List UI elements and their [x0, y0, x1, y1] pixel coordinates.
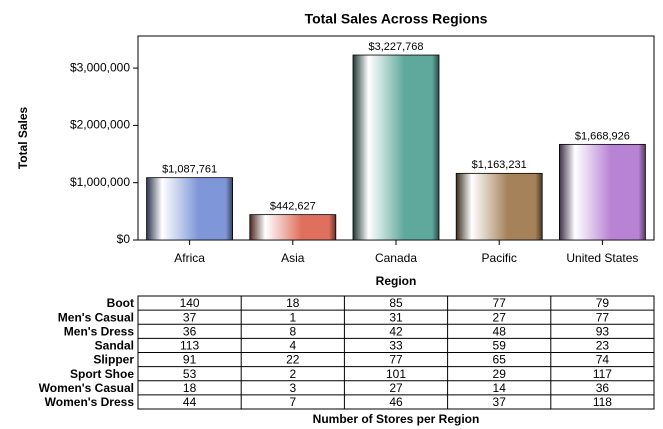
- table-cell: 85: [389, 296, 403, 310]
- table-cell: 14: [493, 381, 507, 395]
- table-row-label: Men's Dress: [64, 324, 135, 338]
- table-cell: 36: [183, 324, 197, 338]
- table-cell: 74: [596, 353, 610, 367]
- table-cell: 48: [493, 324, 507, 338]
- table-row-label: Sandal: [95, 339, 134, 353]
- table-row-label: Women's Casual: [39, 381, 134, 395]
- bar: [559, 143, 646, 241]
- table-cell: 27: [389, 381, 403, 395]
- value-label: $1,163,231: [472, 159, 527, 171]
- table-cell: 29: [493, 367, 507, 381]
- value-label: $1,668,926: [575, 130, 630, 142]
- table-cell: 79: [596, 296, 610, 310]
- table-cell: 65: [493, 353, 507, 367]
- table-cell: 18: [286, 296, 300, 310]
- bar: [249, 214, 337, 241]
- x-axis-label: Region: [376, 274, 417, 288]
- table-cell: 46: [389, 395, 403, 409]
- y-tick-label: $3,000,000: [70, 60, 130, 74]
- bar: [146, 177, 234, 241]
- table-row-label: Women's Dress: [45, 395, 135, 409]
- table-cell: 1: [289, 310, 296, 324]
- table-cell: 3: [289, 381, 296, 395]
- table-cell: 8: [289, 324, 296, 338]
- chart-title: Total Sales Across Regions: [305, 11, 488, 27]
- value-label: $3,227,768: [368, 41, 423, 53]
- table-cell: 33: [389, 339, 403, 353]
- table-cell: 140: [180, 296, 200, 310]
- table-cell: 22: [286, 353, 300, 367]
- table-cell: 37: [493, 395, 507, 409]
- value-label: $442,627: [270, 201, 316, 213]
- y-axis-label: Total Sales: [16, 106, 30, 169]
- table-cell: 93: [596, 324, 610, 338]
- bar: [455, 172, 543, 241]
- y-tick-label: $1,000,000: [70, 175, 130, 189]
- table-cell: 2: [289, 367, 296, 381]
- x-tick-label: United States: [566, 251, 638, 265]
- table-cell: 4: [289, 339, 296, 353]
- table-cell: 18: [183, 381, 197, 395]
- table-cell: 117: [593, 367, 612, 381]
- table-row-label: Boot: [107, 296, 134, 310]
- table-cell: 31: [389, 310, 403, 324]
- table-row-label: Slipper: [93, 353, 134, 367]
- table-cell: 27: [493, 310, 507, 324]
- table-cell: 44: [183, 395, 197, 409]
- table-cell: 118: [593, 395, 612, 409]
- table-cell: 77: [493, 296, 507, 310]
- x-tick-label: Africa: [174, 251, 205, 265]
- table-cell: 36: [596, 381, 610, 395]
- table-cell: 53: [183, 367, 197, 381]
- table-row-label: Men's Casual: [58, 310, 134, 324]
- table-cell: 113: [180, 339, 199, 353]
- table-cell: 23: [596, 339, 610, 353]
- table-title: Number of Stores per Region: [313, 412, 480, 426]
- table-row-label: Sport Shoe: [70, 367, 134, 381]
- value-label: $1,087,761: [162, 164, 217, 176]
- table-cell: 59: [493, 339, 507, 353]
- y-tick-label: $0: [117, 232, 131, 246]
- table-cell: 42: [389, 324, 403, 338]
- bar: [352, 54, 440, 241]
- table-cell: 37: [183, 310, 197, 324]
- table-cell: 77: [596, 310, 610, 324]
- x-tick-label: Asia: [281, 251, 305, 265]
- table-cell: 91: [183, 353, 197, 367]
- x-tick-label: Canada: [375, 251, 417, 265]
- table-cell: 77: [389, 353, 403, 367]
- table-cell: 101: [386, 367, 406, 381]
- x-tick-label: Pacific: [482, 251, 517, 265]
- table-cell: 7: [289, 395, 296, 409]
- y-tick-label: $2,000,000: [70, 118, 130, 132]
